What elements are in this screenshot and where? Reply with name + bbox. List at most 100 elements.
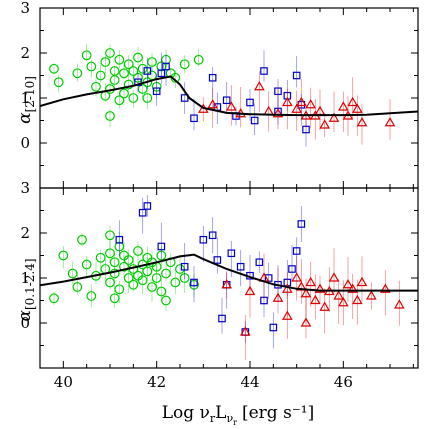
data-point-triangle xyxy=(221,279,233,289)
data-point-square xyxy=(143,202,152,210)
data-point-circle xyxy=(142,266,153,277)
data-point-circle xyxy=(161,295,171,306)
data-point-circle xyxy=(109,75,120,85)
y-tick-label: 1 xyxy=(20,89,30,107)
data-point-square xyxy=(199,235,208,244)
data-point-triangle xyxy=(305,276,317,287)
data-point-triangle xyxy=(333,290,345,300)
data-point-square xyxy=(292,71,301,80)
data-point-circle xyxy=(109,293,120,304)
data-point-circle xyxy=(119,88,129,99)
data-point-circle xyxy=(128,66,139,76)
data-point-circle xyxy=(114,95,125,106)
data-point-triangle xyxy=(351,294,363,305)
data-point-square xyxy=(180,262,189,271)
data-point-triangle xyxy=(272,108,284,118)
plot-area xyxy=(40,43,418,147)
data-point-circle xyxy=(105,48,115,58)
data-point-circle xyxy=(179,59,190,70)
data-point-circle xyxy=(105,230,115,241)
data-point-circle xyxy=(72,282,83,292)
data-point-circle xyxy=(105,277,115,288)
data-point-triangle xyxy=(207,99,219,109)
data-point-triangle xyxy=(291,103,303,113)
data-point-triangle xyxy=(281,283,293,293)
data-point-circle xyxy=(105,111,115,121)
data-point-square xyxy=(250,116,259,125)
y-tick-label: 3 xyxy=(20,179,30,197)
data-point-square xyxy=(180,94,189,102)
y-tick-label: 0 xyxy=(20,134,30,152)
data-point-circle xyxy=(81,50,92,61)
data-point-square xyxy=(115,235,124,244)
data-point-square xyxy=(227,249,236,258)
top-ylabel: α[2-10] xyxy=(15,76,37,124)
data-point-circle xyxy=(49,63,59,74)
model-curve xyxy=(40,75,418,117)
data-point-circle xyxy=(175,264,185,274)
data-point-square xyxy=(236,262,245,271)
series-circle xyxy=(49,43,204,128)
data-point-square xyxy=(292,247,301,255)
data-point-circle xyxy=(114,241,125,252)
data-point-square xyxy=(190,114,198,123)
data-point-triangle xyxy=(281,96,293,107)
data-point-triangle xyxy=(319,301,331,311)
data-point-triangle xyxy=(337,101,349,111)
data-point-circle xyxy=(123,273,134,283)
data-point-circle xyxy=(147,282,157,292)
data-point-triangle xyxy=(300,317,312,327)
data-point-triangle xyxy=(365,290,377,300)
data-point-circle xyxy=(53,77,64,88)
data-point-square xyxy=(274,87,282,96)
data-point-circle xyxy=(105,248,115,259)
data-point-circle xyxy=(133,246,143,256)
data-point-triangle xyxy=(351,103,363,113)
data-point-triangle xyxy=(291,272,303,282)
x-tick-label: 40 xyxy=(54,373,73,391)
data-point-triangle xyxy=(225,101,237,111)
model-curve xyxy=(40,253,418,292)
data-point-circle xyxy=(156,286,167,297)
y-tick-label: 3 xyxy=(20,0,30,17)
x-tick-label: 46 xyxy=(334,373,353,391)
data-point-triangle xyxy=(314,283,326,293)
data-point-circle xyxy=(137,275,148,286)
plot-area xyxy=(40,195,418,360)
data-point-circle xyxy=(147,57,157,67)
x-tick-label: 44 xyxy=(240,373,259,391)
data-point-circle xyxy=(100,57,111,67)
data-point-triangle xyxy=(272,292,284,302)
series-triangle xyxy=(221,248,405,360)
data-point-square xyxy=(260,67,268,75)
data-point-triangle xyxy=(356,276,368,287)
data-point-square xyxy=(302,125,310,134)
data-point-square xyxy=(157,242,166,251)
data-point-circle xyxy=(133,52,143,63)
data-point-triangle xyxy=(281,310,293,320)
data-point-circle xyxy=(72,68,83,79)
data-point-square xyxy=(152,87,161,96)
data-point-square xyxy=(213,256,222,264)
data-point-circle xyxy=(133,72,143,83)
data-point-square xyxy=(288,265,296,273)
data-point-circle xyxy=(151,273,162,283)
y-tick-label: 2 xyxy=(20,44,30,62)
data-point-triangle xyxy=(319,119,331,129)
data-point-square xyxy=(269,323,278,332)
y-tick-label: 1 xyxy=(20,269,30,287)
data-point-triangle xyxy=(328,112,340,122)
data-point-circle xyxy=(67,268,78,279)
y-tick-label: 2 xyxy=(20,224,30,242)
data-point-circle xyxy=(49,293,59,304)
data-point-square xyxy=(162,62,170,71)
data-point-circle xyxy=(114,54,125,65)
data-point-triangle xyxy=(393,299,405,309)
bottom-panel: α[0.1-2.4] 0 1 2 3 40 42 44 46 xyxy=(15,179,419,391)
x-tick-label: 42 xyxy=(147,373,166,391)
data-point-square xyxy=(260,296,268,305)
data-point-circle xyxy=(161,268,171,279)
data-point-circle xyxy=(119,261,129,272)
data-point-triangle xyxy=(384,117,396,127)
data-point-circle xyxy=(119,68,129,79)
